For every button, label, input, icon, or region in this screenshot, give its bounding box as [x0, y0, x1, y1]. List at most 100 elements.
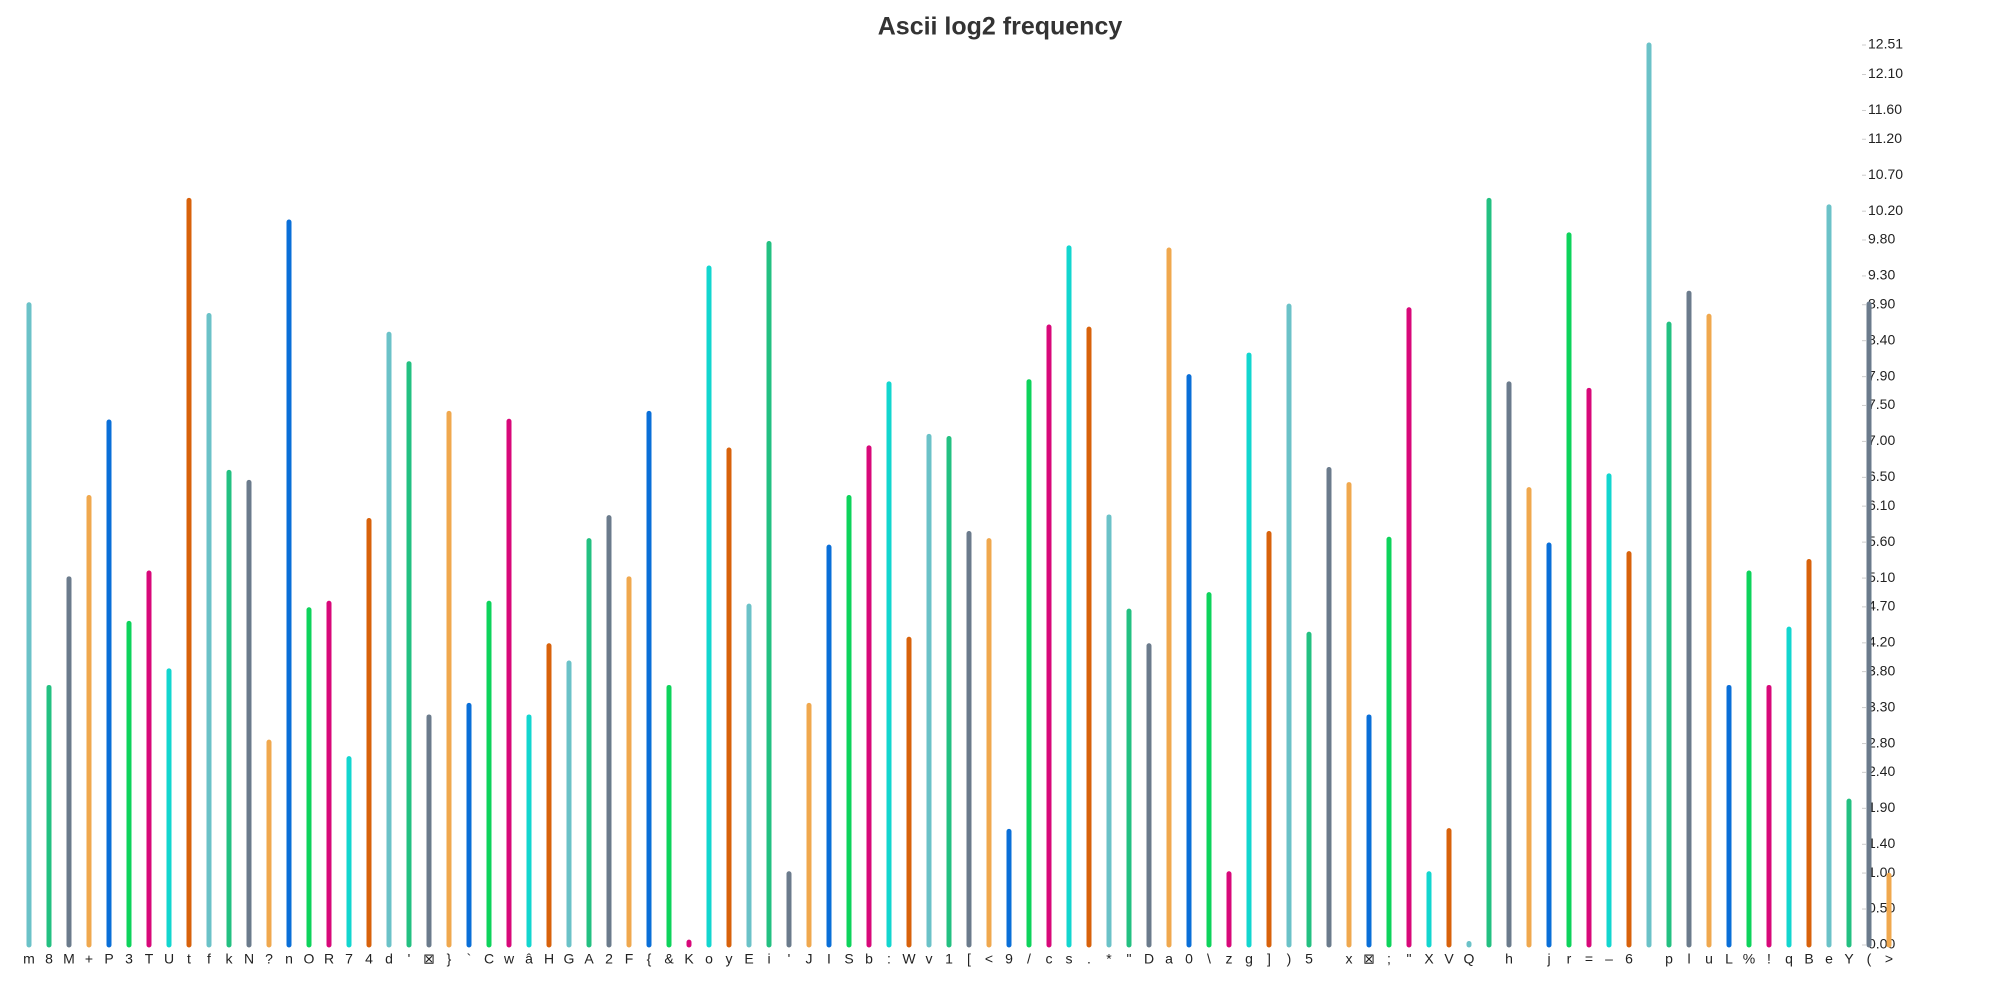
x-tick-label: X [1424, 951, 1434, 967]
y-tick-label: 5.60 [1868, 533, 1895, 549]
x-tick-label: ⊠ [1363, 951, 1375, 967]
x-tick-label: } [447, 951, 452, 967]
y-tick-label: 1.90 [1868, 799, 1895, 815]
y-tick-label: 11.60 [1868, 101, 1902, 117]
x-tick-label: > [1885, 951, 1893, 967]
x-tick-label: D [1144, 951, 1154, 967]
x-tick-label: 2 [605, 951, 613, 967]
x-tick-label: K [684, 951, 694, 967]
x-tick-label: / [1027, 951, 1031, 967]
x-tick-label: o [705, 951, 713, 967]
y-tick-label: 7.90 [1868, 367, 1895, 383]
x-tick-label: I [827, 951, 831, 967]
x-tick-label: c [1046, 951, 1053, 967]
x-tick-label: ! [1767, 951, 1771, 967]
x-tick-label: ' [408, 951, 411, 967]
y-tick-label: 4.70 [1868, 598, 1895, 614]
x-tick-label: : [887, 951, 891, 967]
x-tick-label: J [806, 951, 813, 967]
x-tick-label: x [1346, 951, 1353, 967]
x-tick-label: s [1066, 951, 1073, 967]
x-tick-label: h [1505, 951, 1513, 967]
x-tick-label: t [187, 951, 191, 967]
x-tick-label: \ [1207, 951, 1211, 967]
x-tick-label: n [285, 951, 293, 967]
y-tick-label: 12.10 [1868, 65, 1903, 81]
y-tick-label: 10.20 [1868, 202, 1903, 218]
x-tick-label: P [104, 951, 113, 967]
x-tick-label: . [1087, 951, 1091, 967]
x-tick-label: q [1785, 951, 1793, 967]
x-tick-label: z [1226, 951, 1233, 967]
x-tick-label: T [145, 951, 154, 967]
x-tick-label: & [664, 951, 674, 967]
y-tick-label: 2.40 [1868, 763, 1895, 779]
x-tick-label: G [564, 951, 575, 967]
x-tick-label: H [544, 951, 554, 967]
y-tick-label: 8.40 [1868, 331, 1895, 347]
y-tick-label: 6.50 [1868, 468, 1895, 484]
y-tick-label: 7.00 [1868, 432, 1895, 448]
x-tick-label: M [63, 951, 75, 967]
x-tick-label: { [647, 951, 652, 967]
x-tick-label: ; [1387, 951, 1391, 967]
y-tick-label: 2.80 [1868, 734, 1895, 750]
x-tick-label: N [244, 951, 254, 967]
x-tick-label: i [767, 951, 770, 967]
x-tick-label: ( [1867, 951, 1872, 967]
x-tick-label: A [584, 951, 594, 967]
y-tick-label: 7.50 [1868, 396, 1895, 412]
x-tick-label: ' [788, 951, 791, 967]
y-tick-label: 12.51 [1868, 36, 1903, 52]
x-tick-label: " [1407, 951, 1412, 967]
x-tick-label: 8 [45, 951, 53, 967]
y-tick-label: 9.80 [1868, 231, 1895, 247]
x-tick-label: 9 [1005, 951, 1013, 967]
x-tick-label: y [726, 951, 733, 967]
x-tick-label: B [1804, 951, 1813, 967]
x-tick-label: b [865, 951, 873, 967]
x-tick-label: ] [1267, 951, 1271, 967]
y-tick-label: 8.90 [1868, 295, 1895, 311]
y-tick-label: 1.40 [1868, 835, 1895, 851]
x-tick-label: = [1585, 951, 1593, 967]
x-tick-label: % [1743, 951, 1755, 967]
y-tick-label: 6.10 [1868, 497, 1895, 513]
x-tick-label: L [1725, 951, 1733, 967]
x-tick-label: O [304, 951, 315, 967]
x-tick-label: Q [1464, 951, 1475, 967]
x-tick-label: â [525, 951, 533, 967]
x-tick-label: " [1127, 951, 1132, 967]
x-tick-label: 4 [365, 951, 373, 967]
x-tick-label: W [902, 951, 916, 967]
x-tick-label: d [385, 951, 393, 967]
x-tick-label: V [1444, 951, 1454, 967]
x-tick-label: a [1165, 951, 1173, 967]
x-tick-label: 1 [945, 951, 953, 967]
y-tick-label: 5.10 [1868, 569, 1895, 585]
x-tick-label: S [844, 951, 853, 967]
x-tick-label: + [85, 951, 93, 967]
x-tick-label: m [23, 951, 35, 967]
x-tick-label: j [1546, 951, 1550, 967]
x-tick-label: g [1245, 951, 1253, 967]
x-tick-label: u [1705, 951, 1713, 967]
x-tick-label: ) [1287, 951, 1292, 967]
chart-title: Ascii log2 frequency [878, 13, 1123, 41]
x-tick-label: C [484, 951, 494, 967]
x-tick-label: k [226, 951, 234, 967]
x-tick-label: U [164, 951, 174, 967]
x-tick-label: l [1687, 951, 1690, 967]
x-tick-label: * [1106, 951, 1112, 967]
y-tick-label: 11.20 [1868, 130, 1902, 146]
x-tick-label: 5 [1305, 951, 1313, 967]
y-tick-label: 3.80 [1868, 662, 1895, 678]
x-tick-label: r [1567, 951, 1572, 967]
y-tick-label: 3.30 [1868, 698, 1895, 714]
x-tick-label: ` [467, 951, 472, 967]
y-tick-label: 10.70 [1868, 166, 1903, 182]
x-tick-label: v [926, 951, 933, 967]
x-tick-label: E [744, 951, 753, 967]
x-tick-label: < [985, 951, 993, 967]
